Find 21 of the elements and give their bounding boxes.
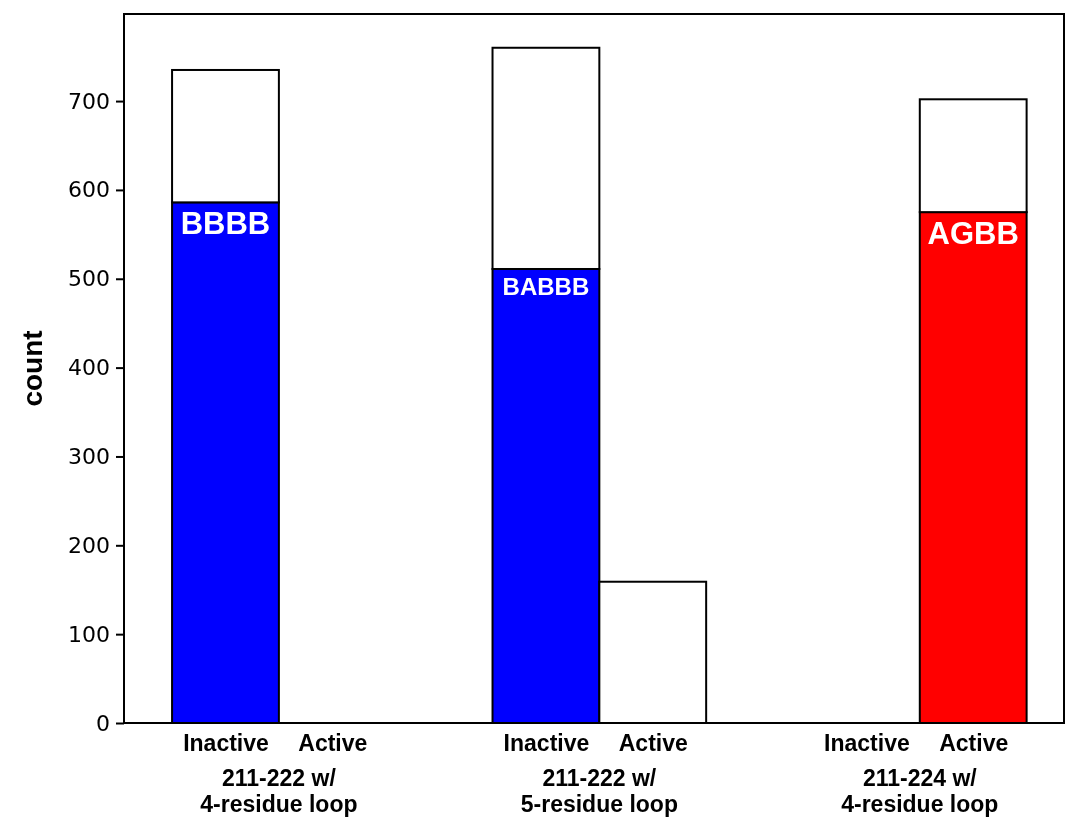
x-tick-label: Active bbox=[939, 730, 1009, 757]
y-tick-label: 500 bbox=[68, 266, 110, 292]
y-axis-title: count bbox=[17, 330, 48, 407]
x-tick-label: Active bbox=[298, 730, 368, 757]
y-tick-label: 300 bbox=[68, 444, 110, 469]
y-tick-label: 700 bbox=[68, 88, 110, 114]
x-tick-label: Inactive bbox=[183, 730, 269, 757]
y-tick-label: 400 bbox=[68, 355, 110, 381]
text: 211-222 w/ 4-residue loop bbox=[200, 765, 358, 817]
y-tick-label: 600 bbox=[68, 177, 110, 203]
text: 211-222 w/ 5-residue loop bbox=[520, 765, 678, 817]
x-tick-label: Inactive bbox=[824, 730, 910, 757]
y-tick-label: 0 bbox=[96, 710, 110, 736]
data-label: BABBB bbox=[502, 272, 590, 300]
x-tick-label: Inactive bbox=[503, 730, 590, 757]
y-tick-label: 100 bbox=[68, 621, 110, 647]
data-label: BBBB bbox=[180, 206, 271, 242]
x-tick-label: Active bbox=[618, 730, 688, 757]
y-tick-label: 200 bbox=[68, 532, 110, 558]
text: 211-224 w/ 4-residue loop bbox=[841, 765, 999, 817]
data-label: AGBB bbox=[927, 216, 1019, 252]
